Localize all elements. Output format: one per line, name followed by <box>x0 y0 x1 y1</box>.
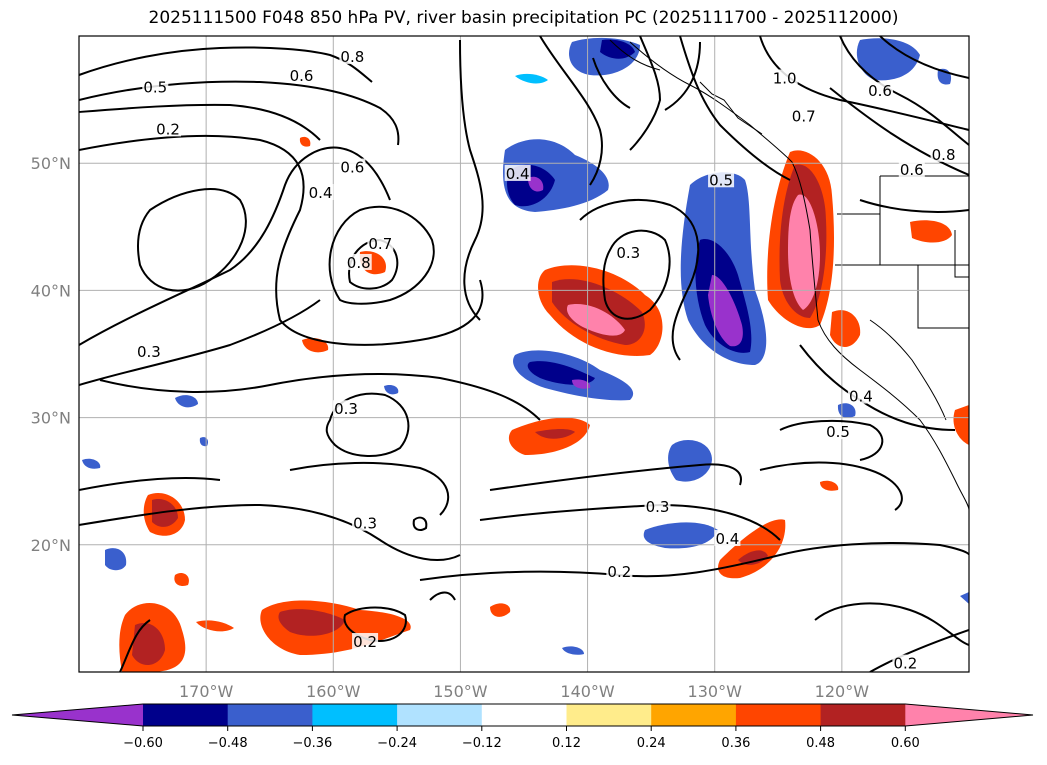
contour-label-bg <box>352 633 379 650</box>
contour-label-bg <box>930 145 957 162</box>
colorbar-segment <box>651 704 737 726</box>
contour-label: 0.7 <box>792 108 816 126</box>
contour-label-bg <box>142 78 169 95</box>
contour-label-bg <box>504 164 531 181</box>
colorbar-tick-label: 0.60 <box>891 736 920 751</box>
contour-label-bg <box>892 654 919 671</box>
colorbar: −0.60 −0.48 −0.36 −0.24 −0.12 0.12 0.24 0.36 0.4… <box>11 703 1034 751</box>
contour-label: 0.8 <box>347 254 371 272</box>
contour-label-bg <box>367 234 394 251</box>
contour-label: 0.2 <box>353 633 377 651</box>
contour-label: 0.2 <box>893 655 917 673</box>
contour-label: 0.5 <box>826 423 850 441</box>
colorbar-tick-label: −0.12 <box>462 736 502 751</box>
contour-label-bg <box>790 107 817 124</box>
contour-label: 0.6 <box>868 82 892 100</box>
map-frame <box>78 35 970 673</box>
contour-label: 0.3 <box>353 515 377 533</box>
pv-contours <box>79 36 969 672</box>
contour-label-bg <box>825 423 852 440</box>
contour-label-bg <box>155 120 181 137</box>
contour-label-bg <box>307 184 334 200</box>
contour-label-bg <box>288 66 315 83</box>
contour-label-bg <box>644 498 671 515</box>
colorbar-tick-label: 0.48 <box>806 736 835 751</box>
longitude-labels: 170°W 160°W 150°W 140°W 130°W 120°W <box>179 682 869 701</box>
contour-label-bg <box>333 400 359 417</box>
colorbar-segment <box>820 704 906 726</box>
gridlines <box>79 36 969 672</box>
colorbar-tick-label: 0.24 <box>637 736 666 751</box>
lon-tick-label: 170°W <box>179 682 234 701</box>
lon-tick-label: 160°W <box>306 682 361 701</box>
contour-label-bg <box>345 253 372 270</box>
colorbar-tick-label: −0.36 <box>292 736 332 751</box>
colorbar-segment <box>143 704 229 726</box>
contour-label-bg <box>339 158 366 175</box>
contour-label: 0.4 <box>715 530 739 548</box>
lat-tick-label: 50°N <box>31 154 71 173</box>
colorbar-tick-label: 0.36 <box>721 736 750 751</box>
lat-tick-label: 20°N <box>31 536 71 555</box>
lon-tick-label: 140°W <box>560 682 615 701</box>
contour-label: 0.4 <box>309 184 333 202</box>
contour-label-bg <box>847 387 874 404</box>
contour-label: 0.4 <box>506 165 530 183</box>
colorbar-segment <box>397 704 483 726</box>
contour-label: 0.6 <box>290 67 314 85</box>
contour-label-bg <box>714 529 741 546</box>
contour-label: 0.2 <box>156 120 180 138</box>
lon-tick-label: 120°W <box>815 682 870 701</box>
contour-label-bg <box>339 47 366 64</box>
contour-label: 0.4 <box>849 388 873 406</box>
contour-label-bg <box>352 514 379 531</box>
contour-label: 0.8 <box>340 48 364 66</box>
contour-label-bg <box>708 171 735 188</box>
lon-tick-label: 130°W <box>688 682 743 701</box>
lon-tick-label: 150°W <box>433 682 488 701</box>
contour-label: 0.3 <box>646 498 670 516</box>
lat-tick-label: 30°N <box>31 409 71 428</box>
contour-label-bg <box>135 343 162 359</box>
contour-label-bg <box>771 69 798 86</box>
contour-label: 0.3 <box>334 400 358 418</box>
contour-label-bg <box>898 161 925 178</box>
contour-label: 1.0 <box>773 70 797 88</box>
colorbar-extend-low <box>12 704 143 726</box>
colorbar-tick-label: 0.12 <box>552 736 581 751</box>
contour-label: 0.8 <box>932 146 956 164</box>
contour-label: 0.2 <box>607 563 631 581</box>
contour-label: 0.5 <box>709 171 733 189</box>
contour-label: 0.7 <box>368 235 392 253</box>
map-title: 2025111500 F048 850 hPa PV, river basin … <box>148 8 899 28</box>
contour-label-bg <box>867 82 893 99</box>
contour-label: 0.3 <box>616 244 640 262</box>
colorbar-tick-label: −0.24 <box>377 736 417 751</box>
colorbar-tick-label: −0.48 <box>208 736 248 751</box>
contour-label: 0.6 <box>340 159 364 177</box>
colorbar-segment <box>566 704 652 726</box>
colorbar-segment <box>227 704 313 726</box>
contour-label: 0.6 <box>900 161 924 179</box>
contour-labels: 0.50.60.20.80.40.60.70.80.30.30.40.30.51… <box>135 47 957 673</box>
colorbar-segment <box>481 704 567 726</box>
lat-tick-label: 40°N <box>31 281 71 300</box>
contour-label-bg <box>615 243 642 260</box>
contour-label-bg <box>606 563 633 580</box>
colorbar-segment <box>735 704 822 726</box>
colorbar-segment <box>312 704 398 726</box>
latitude-labels: 20°N 30°N 40°N 50°N <box>31 154 71 555</box>
colorbar-tick-label: −0.60 <box>123 736 163 751</box>
colorbar-extend-high <box>905 704 1033 726</box>
contour-label: 0.3 <box>137 343 161 361</box>
contour-label: 0.5 <box>143 78 167 96</box>
precip-pc-shading <box>82 37 969 672</box>
